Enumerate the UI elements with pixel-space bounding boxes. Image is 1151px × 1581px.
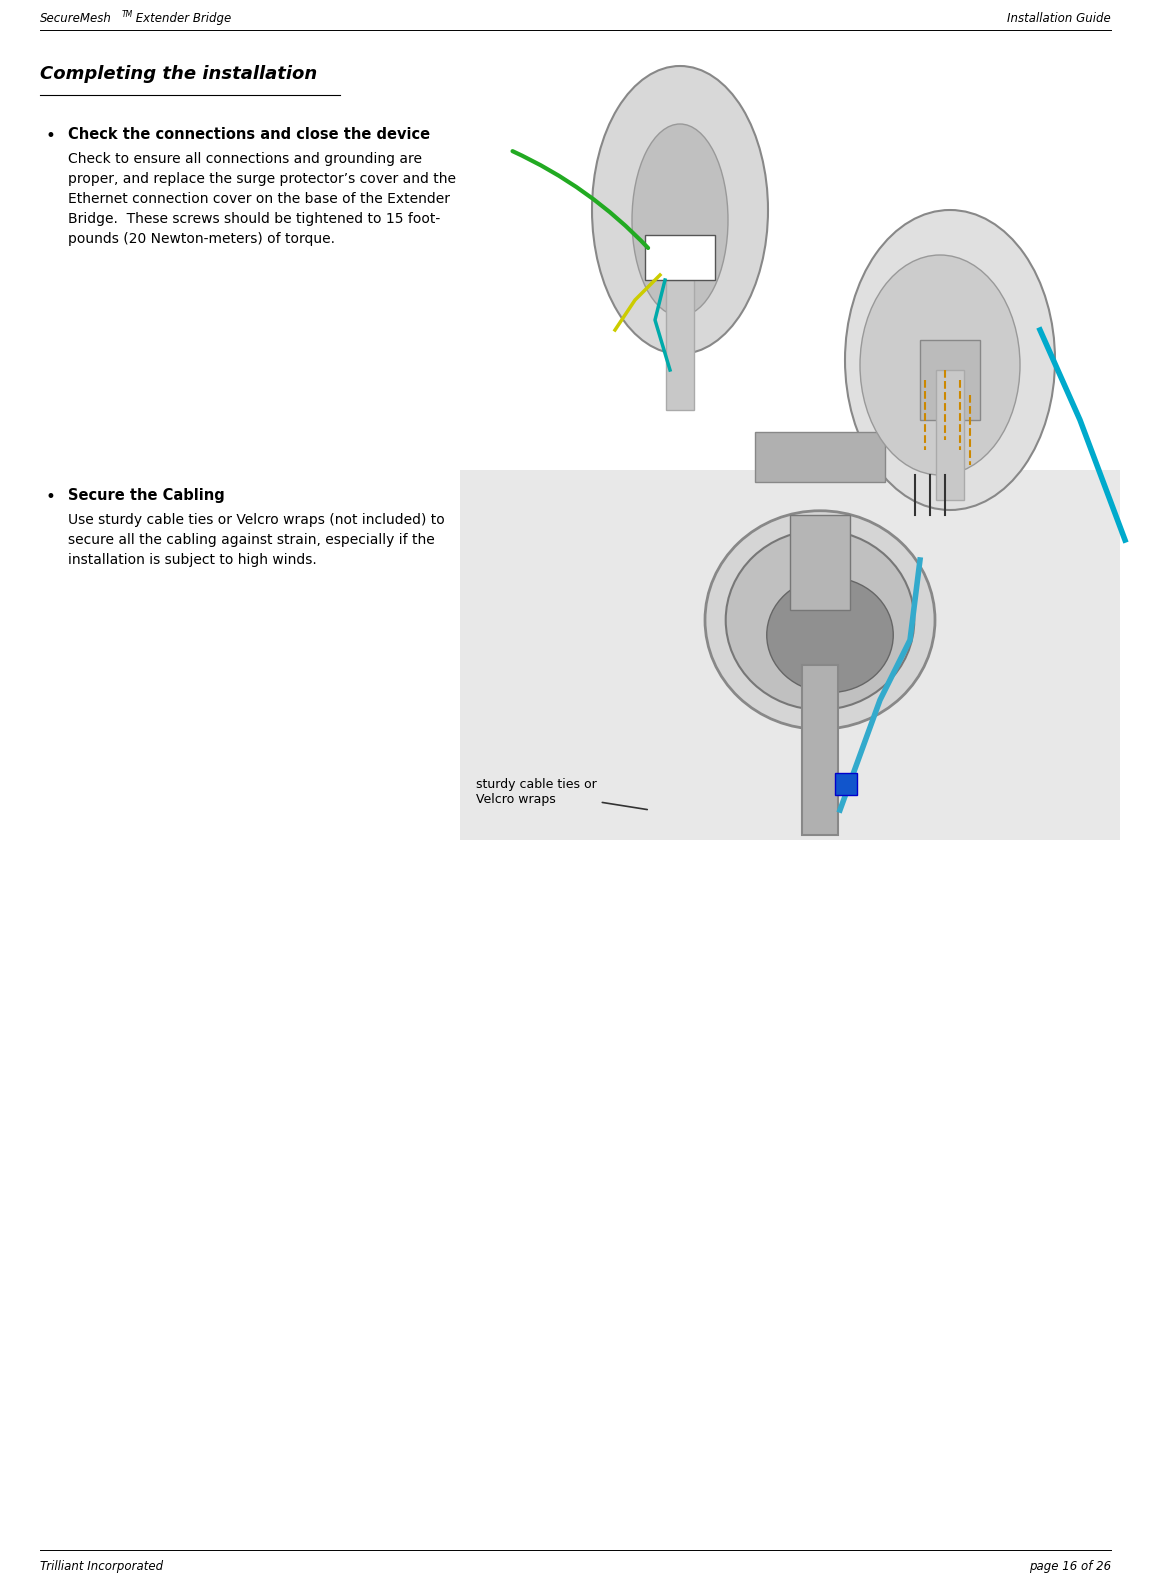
Ellipse shape xyxy=(706,511,935,729)
Bar xyxy=(790,515,849,610)
Ellipse shape xyxy=(767,577,893,692)
Text: Use sturdy cable ties or Velcro wraps (not included) to
secure all the cabling a: Use sturdy cable ties or Velcro wraps (n… xyxy=(68,512,444,568)
Bar xyxy=(802,666,838,835)
Text: Completing the installation: Completing the installation xyxy=(40,65,318,82)
Bar xyxy=(666,280,694,409)
Text: Secure the Cabling: Secure the Cabling xyxy=(68,489,224,503)
Text: Check the connections and close the device: Check the connections and close the devi… xyxy=(68,126,430,142)
Ellipse shape xyxy=(725,530,914,710)
Text: SecureMesh: SecureMesh xyxy=(40,13,112,25)
Text: •: • xyxy=(45,126,55,145)
Bar xyxy=(645,236,715,280)
Text: Trilliant Incorporated: Trilliant Incorporated xyxy=(40,1560,163,1573)
Bar xyxy=(920,340,980,421)
Bar xyxy=(936,370,965,500)
Text: TM: TM xyxy=(122,9,134,19)
Text: sturdy cable ties or
Velcro wraps: sturdy cable ties or Velcro wraps xyxy=(477,778,647,809)
Text: Check to ensure all connections and grounding are
proper, and replace the surge : Check to ensure all connections and grou… xyxy=(68,152,456,247)
Text: Installation Guide: Installation Guide xyxy=(1007,13,1111,25)
Bar xyxy=(834,773,857,795)
Text: Extender Bridge: Extender Bridge xyxy=(132,13,231,25)
Ellipse shape xyxy=(632,123,727,316)
Text: •: • xyxy=(45,489,55,506)
Ellipse shape xyxy=(592,66,768,354)
Ellipse shape xyxy=(845,210,1055,511)
Text: page 16 of 26: page 16 of 26 xyxy=(1029,1560,1111,1573)
Bar xyxy=(755,432,885,482)
Ellipse shape xyxy=(860,255,1020,474)
Bar xyxy=(460,470,1120,840)
